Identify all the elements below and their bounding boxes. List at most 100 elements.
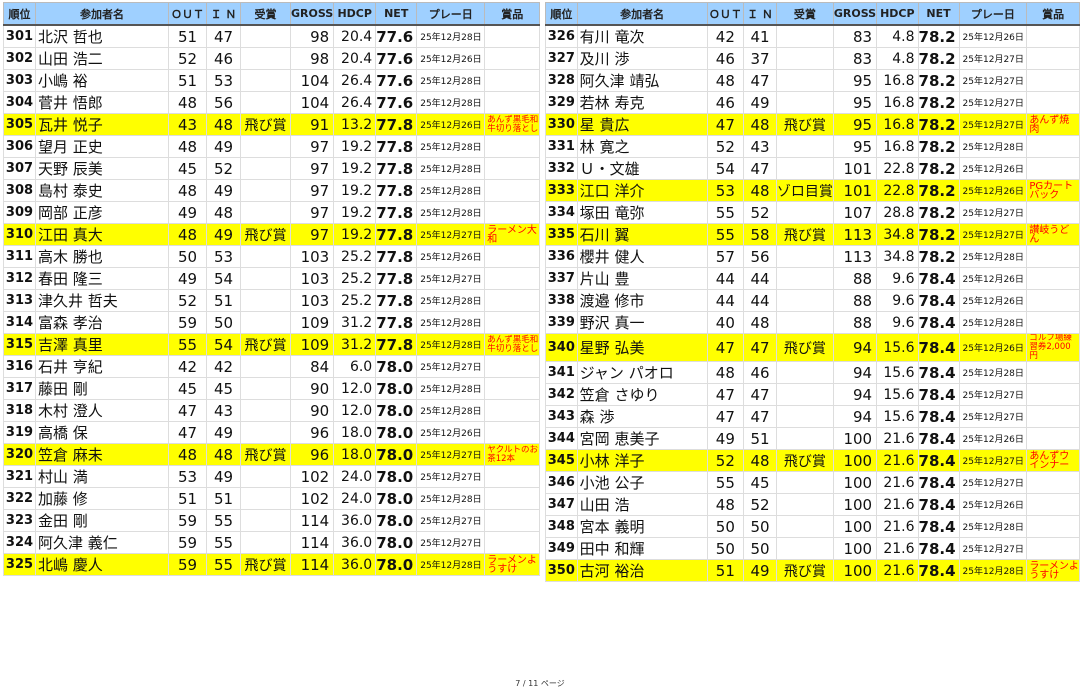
cell-gross: 90 [289, 399, 335, 422]
cell-in-score: 51 [206, 487, 241, 510]
cell-out-score: 59 [168, 311, 207, 334]
cell-award: 飛び賞 [775, 333, 834, 362]
cell-hdcp: 36.0 [333, 509, 377, 532]
cell-out-score: 53 [706, 179, 745, 202]
cell-net: 78.4 [917, 449, 960, 472]
cell-net: 78.4 [917, 405, 960, 428]
cell-out-score: 46 [706, 47, 745, 70]
cell-in-score: 47 [743, 333, 777, 362]
cell-hdcp: 26.4 [333, 69, 377, 92]
cell-out-score: 51 [168, 24, 207, 48]
table-row: 346 小池 公子 55 45 100 21.6 78.4 25年12月27日 [545, 471, 1080, 494]
table-row: 325 北嶋 慶人 59 55 飛び賞 114 36.0 78.0 25年12月28日 ラーメンよ… [3, 553, 541, 576]
cell-out-score: 50 [168, 245, 207, 268]
cell-out-score: 49 [168, 267, 207, 290]
cell-out-score: 55 [706, 223, 745, 246]
cell-prize: あんず黒毛和牛切り落とし [484, 333, 541, 356]
cell-in-score: 45 [206, 377, 241, 400]
cell-player-name: 岡部 正彦 [35, 201, 169, 224]
cell-gross: 97 [289, 179, 335, 202]
cell-gross: 94 [832, 405, 878, 428]
cell-gross: 91 [289, 113, 335, 136]
page-indicator: 7 / 11 ページ [515, 679, 565, 688]
cell-in-score: 54 [206, 267, 241, 290]
cell-award [775, 157, 834, 180]
cell-net: 78.2 [917, 69, 960, 92]
cell-player-name: 高橋 保 [35, 421, 169, 444]
cell-play-date: 25年12月28日 [416, 179, 486, 202]
cell-prize [484, 355, 541, 378]
cell-play-date: 25年12月28日 [958, 515, 1028, 538]
cell-play-date: 25年12月27日 [416, 267, 486, 290]
cell-hdcp: 21.6 [876, 515, 919, 538]
header-play-date: プレー日 [958, 2, 1028, 26]
table-row: 320 笠倉 麻未 48 48 飛び賞 96 18.0 78.0 25年12月27日 ヤクルトのお… [3, 443, 541, 466]
cell-prize [1026, 24, 1080, 48]
cell-net: 78.0 [375, 399, 418, 422]
cell-out-score: 47 [706, 405, 745, 428]
cell-award [775, 69, 834, 92]
cell-prize [1026, 245, 1080, 268]
cell-prize [1026, 427, 1080, 450]
cell-net: 77.6 [375, 91, 418, 114]
table-row: 314 富森 孝治 59 50 109 31.2 77.8 25年12月28日 [3, 311, 541, 334]
cell-hdcp: 22.8 [876, 179, 919, 202]
cell-in-score: 46 [743, 361, 777, 384]
cell-gross: 114 [289, 531, 335, 554]
cell-rank: 342 [545, 383, 578, 406]
cell-prize [484, 47, 541, 70]
cell-prize [1026, 157, 1080, 180]
cell-net: 78.4 [917, 427, 960, 450]
cell-prize [484, 91, 541, 114]
cell-in-score: 44 [743, 267, 777, 290]
cell-award [775, 405, 834, 428]
table-row: 341 ジャン パオロ 48 46 94 15.6 78.4 25年12月28日 [545, 361, 1080, 384]
header-gross: GROSS [832, 2, 878, 26]
cell-out-score: 42 [168, 355, 207, 378]
cell-rank: 338 [545, 289, 578, 312]
cell-net: 78.0 [375, 531, 418, 554]
cell-player-name: Ｕ・文雄 [576, 157, 708, 180]
cell-rank: 313 [3, 289, 36, 312]
cell-player-name: 有川 竜次 [576, 24, 708, 48]
cell-award [240, 399, 291, 422]
table-row: 319 高橋 保 47 49 96 18.0 78.0 25年12月26日 [3, 421, 541, 444]
cell-gross: 102 [289, 487, 335, 510]
cell-play-date: 25年12月28日 [958, 361, 1028, 384]
cell-hdcp: 9.6 [876, 267, 919, 290]
cell-prize [484, 487, 541, 510]
cell-rank: 346 [545, 471, 578, 494]
cell-prize [1026, 493, 1080, 516]
cell-net: 78.2 [917, 245, 960, 268]
cell-award [240, 377, 291, 400]
cell-player-name: 笠倉 麻未 [35, 443, 169, 466]
cell-play-date: 25年12月27日 [958, 383, 1028, 406]
cell-hdcp: 31.2 [333, 333, 377, 356]
cell-hdcp: 25.2 [333, 289, 377, 312]
table-row: 348 宮本 義明 50 50 100 21.6 78.4 25年12月28日 [545, 515, 1080, 538]
cell-rank: 307 [3, 157, 36, 180]
cell-rank: 343 [545, 405, 578, 428]
table-row: 342 笠倉 さゆり 47 47 94 15.6 78.4 25年12月27日 [545, 383, 1080, 406]
cell-play-date: 25年12月27日 [958, 113, 1028, 136]
cell-gross: 95 [832, 113, 878, 136]
cell-gross: 95 [832, 91, 878, 114]
cell-rank: 337 [545, 267, 578, 290]
cell-gross: 104 [289, 69, 335, 92]
cell-rank: 317 [3, 377, 36, 400]
cell-net: 78.4 [917, 333, 960, 362]
cell-hdcp: 21.6 [876, 427, 919, 450]
cell-player-name: 吉澤 真里 [35, 333, 169, 356]
cell-in-score: 50 [743, 537, 777, 560]
cell-player-name: 石井 亨紀 [35, 355, 169, 378]
cell-net: 78.2 [917, 201, 960, 224]
header-player-name: 参加者名 [576, 2, 708, 26]
cell-prize: ラーメンようすけ [1026, 559, 1080, 582]
cell-out-score: 48 [168, 179, 207, 202]
header-rank: 順位 [545, 2, 578, 26]
cell-award [240, 465, 291, 488]
cell-net: 78.4 [917, 493, 960, 516]
cell-prize [484, 421, 541, 444]
cell-out-score: 57 [706, 245, 745, 268]
cell-award: ゾロ目賞 [775, 179, 834, 202]
